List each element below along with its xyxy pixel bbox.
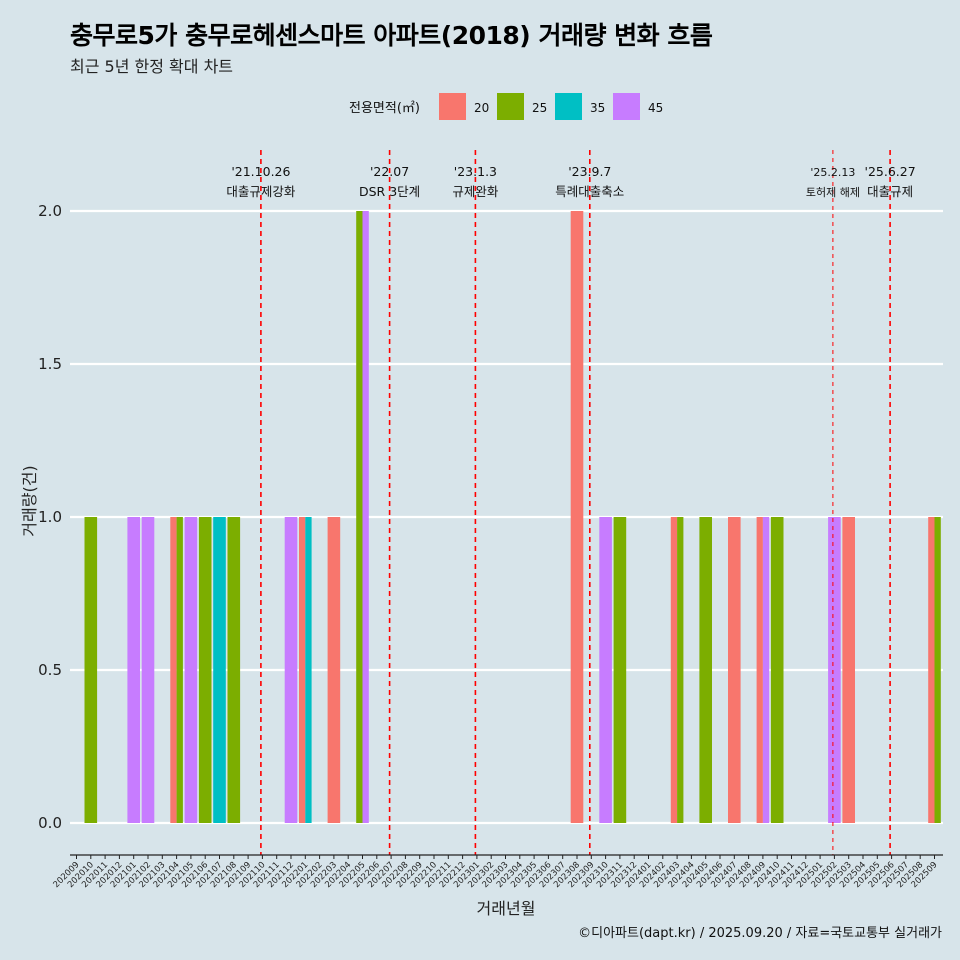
bar-20-202201 — [299, 517, 306, 823]
bar-45-202205 — [362, 211, 369, 823]
x-axis-title: 거래년월 — [477, 899, 536, 918]
bar-25-202405 — [699, 517, 712, 823]
policy-date-label: '23.9.7 — [568, 164, 611, 179]
policy-text-label: 토허제 해제 — [806, 185, 860, 199]
bar-45-202310 — [599, 517, 612, 823]
bar-45-202102 — [141, 517, 155, 823]
bar-45-202101 — [127, 517, 140, 823]
legend-label-20: 20 — [474, 101, 489, 115]
legend: 전용면적(㎡) 20 25 35 45 — [349, 93, 663, 120]
bar-45-202409 — [762, 517, 770, 823]
legend-label-45: 45 — [648, 101, 663, 115]
bar-25-202410 — [770, 517, 784, 823]
bar-45-202105 — [184, 517, 198, 823]
bar-25-202106 — [198, 517, 212, 823]
chart-caption: ©디아파트(dapt.kr) / 2025.09.20 / 자료=국토교통부 실… — [578, 926, 942, 941]
bar-25-202104 — [176, 517, 183, 823]
legend-swatch-45 — [613, 93, 640, 120]
policy-text-label: 규제완화 — [452, 184, 499, 199]
x-axis: 2020092020102020112020122021012021022021… — [52, 854, 943, 890]
legend-title: 전용면적(㎡) — [349, 101, 420, 116]
legend-label-35: 35 — [590, 101, 605, 115]
bar-20-202403 — [670, 517, 678, 823]
bar-25-202509 — [934, 517, 941, 823]
bar-20-202104 — [170, 517, 177, 823]
legend-label-25: 25 — [532, 101, 547, 115]
legend-swatch-35 — [555, 93, 582, 120]
policy-text-label: DSR 3단계 — [359, 184, 420, 199]
bar-25-202403 — [677, 517, 684, 823]
bar-20-202308 — [570, 211, 584, 823]
y-tick-label: 1.5 — [38, 355, 62, 373]
legend-swatch-25 — [497, 93, 524, 120]
policy-date-label: '21.10.26 — [231, 164, 290, 179]
bars — [84, 211, 941, 823]
bar-25-202205 — [356, 211, 363, 823]
bar-25-202311 — [613, 517, 627, 823]
policy-date-label: '25.2.13 — [810, 166, 855, 179]
policy-date-label: '23.1.3 — [454, 164, 497, 179]
bar-20-202203 — [327, 517, 341, 823]
bar-20-202503 — [842, 517, 855, 823]
y-tick-label: 2.0 — [38, 202, 62, 220]
policy-text-label: 특례대출축소 — [555, 184, 624, 199]
chart-title: 충무로5가 충무로헤센스마트 아파트(2018) 거래량 변화 흐름 — [70, 21, 713, 50]
bar-20-202409 — [756, 517, 763, 823]
chart-subtitle: 최근 5년 한정 확대 차트 — [70, 57, 234, 76]
policy-text-label: 대출규제강화 — [226, 184, 296, 199]
y-tick-label: 0.5 — [38, 661, 62, 679]
legend-swatch-20 — [439, 93, 466, 120]
bar-45-202112 — [284, 517, 298, 823]
bar-25-202108 — [227, 517, 241, 823]
y-tick-label: 0.0 — [38, 814, 62, 832]
policy-text-label: 대출규제 — [867, 184, 913, 199]
bar-35-202201 — [305, 517, 312, 823]
y-axis-title: 거래량(건) — [20, 465, 39, 536]
policy-date-label: '22.07 — [370, 164, 409, 179]
bar-45-202502 — [828, 517, 841, 823]
policy-date-label: '25.6.27 — [865, 164, 916, 179]
policy-lines — [260, 150, 891, 855]
bar-25-202010 — [84, 517, 98, 823]
bar-20-202509 — [928, 517, 935, 823]
policy-labels: '21.10.26 대출규제강화 '22.07 DSR 3단계 '23.1.3 규제완화 '… — [226, 164, 915, 199]
y-axis: 0.0 0.5 1.0 1.5 2.0 — [38, 202, 62, 832]
y-tick-label: 1.0 — [38, 508, 62, 526]
bar-20-202407 — [728, 517, 741, 823]
bar-35-202107 — [213, 517, 226, 823]
